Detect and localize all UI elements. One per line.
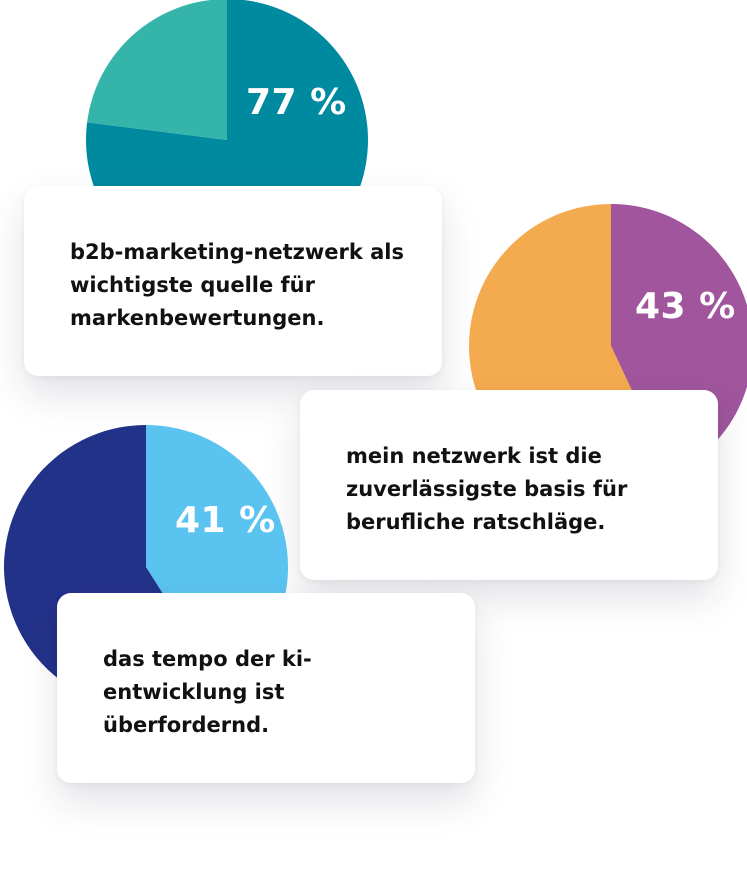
pie-1-slice-2 [87,0,227,140]
stat-card-2: mein netzwerk ist die zuverlässigste bas… [300,390,718,580]
pie-chart-2 [469,204,747,488]
stat-card-3-caption: das tempo der ki-entwicklung ist überfor… [103,647,312,737]
stat-card-1-caption: b2b-marketing-netzwerk als wichtigste qu… [70,240,404,330]
stat-card-2-caption: mein netzwerk ist die zuverlässigste bas… [346,444,628,534]
pie-chart-1 [86,0,368,281]
pie-3-data-label: 41 % [175,500,276,541]
stat-card-3: das tempo der ki-entwicklung ist überfor… [57,593,475,783]
pie-1-data-label: 77 % [246,82,347,123]
pie-2-data-label: 43 % [635,286,736,327]
stat-card-1: b2b-marketing-netzwerk als wichtigste qu… [24,186,442,376]
